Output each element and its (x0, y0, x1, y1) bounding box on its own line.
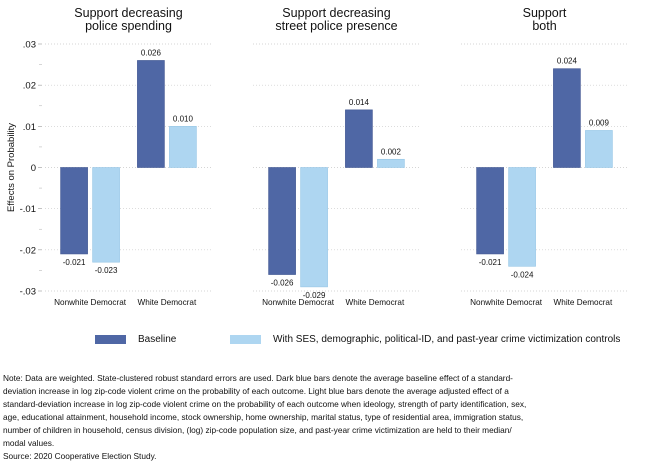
bar-baseline (268, 167, 296, 275)
panel-title: Support decreasing (282, 6, 390, 20)
note-line: Note: Data are weighted. State-clustered… (3, 373, 513, 383)
data-label: -0.026 (271, 279, 294, 288)
data-label: -0.024 (511, 270, 534, 279)
x-category-label: Nonwhite Democrat (470, 298, 543, 307)
bar-baseline (60, 167, 88, 255)
x-category-label: White Democrat (138, 298, 197, 307)
note-line: standard-deviation increase in log zip-c… (3, 399, 527, 409)
bar-baseline (137, 60, 165, 168)
note-line: deviation increase in log zip-code viole… (3, 386, 509, 396)
bar-controls (92, 167, 120, 263)
y-axis-label: Effects on Probability (6, 123, 17, 212)
bar-chart: Effects on Probability .03 .02 .01 0 -.01 -.02… (6, 6, 628, 307)
legend-item-controls: With SES, demographic, political-ID, and… (230, 334, 620, 345)
bar-baseline (476, 167, 504, 255)
data-label: -0.023 (95, 266, 118, 275)
bar-controls (169, 126, 197, 168)
bar-controls (508, 167, 536, 267)
panel-title: Support (523, 6, 567, 20)
y-tick-label: .01 (23, 122, 36, 133)
y-tick-label: -.03 (20, 287, 36, 298)
note-line: number of children in household, census … (3, 425, 512, 435)
legend-item-baseline: Baseline (95, 334, 176, 345)
y-tick-label: .03 (23, 40, 36, 51)
x-category-label: White Democrat (346, 298, 405, 307)
bar-controls (377, 158, 405, 168)
y-tick-label: .02 (23, 81, 36, 92)
x-category-label: Nonwhite Democrat (54, 298, 127, 307)
y-tick-label: -.02 (20, 245, 36, 256)
bar-baseline (553, 68, 581, 168)
panel-title: both (532, 19, 556, 33)
data-label: -0.021 (63, 258, 86, 267)
data-label: 0.024 (557, 57, 578, 66)
bar-baseline (345, 109, 373, 168)
figure-note: Note: Data are weighted. State-clustered… (3, 372, 643, 463)
bar-controls (300, 167, 328, 288)
data-label: 0.026 (141, 48, 162, 57)
panel-title: police spending (85, 19, 172, 33)
x-category-label: White Democrat (554, 298, 613, 307)
legend-swatch-baseline (95, 335, 126, 344)
note-line: modal values. (3, 438, 55, 448)
source-line: Source: 2020 Cooperative Election Study. (3, 451, 157, 461)
x-category-label: Nonwhite Democrat (262, 298, 335, 307)
y-tick-label: 0 (31, 163, 36, 174)
panel-title: Support decreasing (74, 6, 182, 20)
legend-swatch-controls (230, 335, 261, 344)
legend: Baseline With SES, demographic, politica… (0, 334, 645, 350)
panel-title: street police presence (275, 19, 397, 33)
data-label: -0.029 (303, 291, 326, 300)
data-label: 0.002 (381, 147, 402, 156)
bar-controls (585, 130, 613, 168)
data-label: -0.021 (479, 258, 502, 267)
data-label: 0.014 (349, 98, 370, 107)
note-line: age, educational attainment, household i… (3, 412, 524, 422)
data-label: 0.010 (173, 114, 194, 123)
data-label: 0.009 (589, 118, 610, 127)
y-tick-label: -.01 (20, 204, 36, 215)
legend-label-controls: With SES, demographic, political-ID, and… (273, 334, 621, 345)
legend-label-baseline: Baseline (138, 334, 177, 345)
